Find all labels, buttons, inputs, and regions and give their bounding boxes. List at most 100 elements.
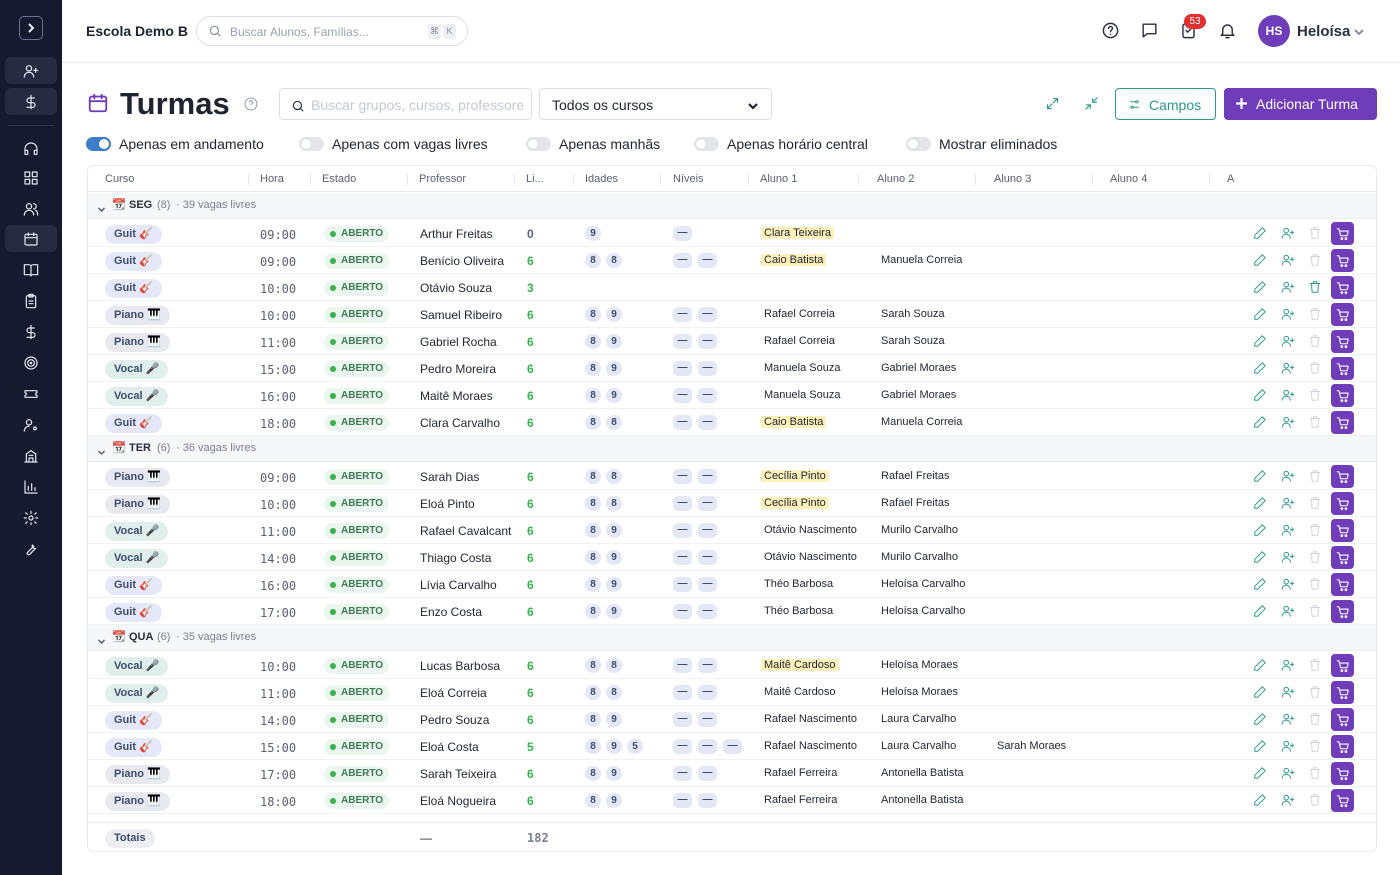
switch[interactable] [526, 137, 551, 151]
add-student-icon[interactable] [1281, 280, 1297, 296]
professor[interactable]: Otávio Souza [420, 281, 493, 295]
table-row[interactable]: Piano 🎹 09:00 ABERTO Sarah Dias 6 8 8 — — Cecília… [88, 463, 1376, 490]
col-niveis[interactable]: Níveis [673, 173, 704, 185]
edit-icon[interactable] [1253, 712, 1269, 728]
avatar[interactable]: HS [1258, 15, 1290, 47]
edit-icon[interactable] [1253, 604, 1269, 620]
add-student-icon[interactable] [1281, 550, 1297, 566]
group-row-ter[interactable]: 📆 TER (6) · 36 vagas livres [88, 436, 1376, 462]
add-student-icon[interactable] [1281, 577, 1297, 593]
professor[interactable]: Eloá Correia [420, 686, 487, 700]
professor[interactable]: Sarah Dias [420, 470, 480, 484]
add-student-icon[interactable] [1281, 793, 1297, 809]
add-student-icon[interactable] [1281, 415, 1297, 431]
student-2[interactable]: Sarah Souza [881, 308, 945, 320]
add-student-icon[interactable] [1281, 307, 1297, 323]
table-row[interactable]: Vocal 🎤 10:00 ABERTO Lucas Barbosa 6 8 8 — — Mait… [88, 652, 1376, 679]
student-1[interactable]: Maitê Cardoso [761, 659, 839, 671]
edit-icon[interactable] [1253, 226, 1269, 242]
trash-icon[interactable] [1308, 604, 1324, 620]
cart-icon[interactable] [1331, 789, 1354, 812]
help-circle-icon[interactable] [243, 96, 259, 112]
col-livres[interactable]: Li... [526, 173, 544, 185]
professor[interactable]: Gabriel Rocha [420, 335, 497, 349]
user-settings-icon[interactable] [5, 411, 57, 438]
student-1[interactable]: Rafael Ferreira [764, 767, 838, 779]
cart-icon[interactable] [1331, 762, 1354, 785]
finance-dollar-icon[interactable] [5, 318, 57, 345]
toggle-in-progress[interactable]: Apenas em andamento [86, 136, 264, 152]
cart-icon[interactable] [1331, 492, 1354, 515]
add-student-icon[interactable] [1281, 388, 1297, 404]
chart-icon[interactable] [5, 473, 57, 500]
trash-icon[interactable] [1308, 712, 1324, 728]
table-row[interactable]: Vocal 🎤 16:00 ABERTO Maitê Moraes 6 8 9 — — Manue… [88, 382, 1376, 409]
col-estado[interactable]: Estado [322, 173, 357, 185]
cart-icon[interactable] [1331, 519, 1354, 542]
student-1[interactable]: Maitê Cardoso [764, 686, 836, 698]
chevron-down-icon[interactable] [1353, 25, 1365, 37]
student-1[interactable]: Otávio Nascimento [764, 524, 857, 536]
add-student-icon[interactable] [1281, 253, 1297, 269]
trash-icon[interactable] [1308, 307, 1324, 323]
trash-icon[interactable] [1308, 280, 1324, 296]
add-student-icon[interactable] [1281, 226, 1297, 242]
calendar-icon[interactable] [5, 225, 57, 252]
student-2[interactable]: Sarah Souza [881, 335, 945, 347]
cart-icon[interactable] [1331, 276, 1354, 299]
cart-icon[interactable] [1331, 708, 1354, 731]
chevron-down-icon[interactable] [97, 201, 106, 219]
col-a[interactable]: A [1227, 173, 1235, 185]
book-icon[interactable] [5, 256, 57, 283]
trash-icon[interactable] [1308, 577, 1324, 593]
student-2[interactable]: Laura Carvalho [881, 713, 957, 725]
cart-icon[interactable] [1331, 330, 1354, 353]
student-2[interactable]: Heloísa Moraes [881, 659, 959, 671]
professor[interactable]: Thiago Costa [420, 551, 492, 565]
student-1[interactable]: Caio Batista [761, 416, 827, 428]
student-2[interactable]: Heloísa Carvalho [881, 605, 966, 617]
add-student-icon[interactable] [1281, 658, 1297, 674]
student-2[interactable]: Antonella Batista [881, 794, 964, 806]
user-name[interactable]: Heloísa [1297, 23, 1351, 40]
trash-icon[interactable] [1308, 253, 1324, 269]
edit-icon[interactable] [1253, 739, 1269, 755]
add-student-icon[interactable] [1281, 334, 1297, 350]
student-2[interactable]: Laura Carvalho [881, 740, 957, 752]
student-1[interactable]: Otávio Nascimento [764, 551, 857, 563]
course-filter-select[interactable]: Todos os cursos [539, 88, 772, 120]
add-student-icon[interactable] [1281, 739, 1297, 755]
edit-icon[interactable] [1253, 550, 1269, 566]
table-row[interactable]: Guit 🎸 14:00 ABERTO Pedro Souza 6 8 9 — — Rafael … [88, 706, 1376, 733]
cart-icon[interactable] [1331, 654, 1354, 677]
student-1[interactable]: Cecília Pinto [761, 470, 829, 482]
table-row[interactable]: Piano 🎹 11:00 ABERTO Gabriel Rocha 6 8 9 — — Rafa… [88, 328, 1376, 355]
col-aluno2[interactable]: Aluno 2 [877, 173, 915, 185]
edit-icon[interactable] [1253, 523, 1269, 539]
trash-icon[interactable] [1308, 739, 1324, 755]
student-1[interactable]: Manuela Souza [764, 362, 841, 374]
table-row[interactable]: Piano 🎹 10:00 ABERTO Eloá Pinto 6 8 8 — — Cecília… [88, 490, 1376, 517]
edit-icon[interactable] [1253, 793, 1269, 809]
switch[interactable] [86, 137, 111, 151]
edit-icon[interactable] [1253, 334, 1269, 350]
edit-icon[interactable] [1253, 280, 1269, 296]
toggle-mornings[interactable]: Apenas manhãs [526, 136, 660, 152]
dollar-icon[interactable] [5, 88, 57, 115]
trash-icon[interactable] [1308, 496, 1324, 512]
trash-icon[interactable] [1308, 793, 1324, 809]
edit-icon[interactable] [1253, 496, 1269, 512]
switch[interactable] [299, 137, 324, 151]
chevron-down-icon[interactable] [97, 444, 106, 462]
wrench-icon[interactable] [5, 535, 57, 562]
ticket-icon[interactable] [5, 380, 57, 407]
table-row[interactable]: Piano 🎹 10:00 ABERTO Samuel Ribeiro 6 8 9 — — Raf… [88, 301, 1376, 328]
student-2[interactable]: Murilo Carvalho [881, 524, 959, 536]
cart-icon[interactable] [1331, 573, 1354, 596]
table-row[interactable]: Guit 🎸 15:00 ABERTO Eloá Costa 5 8 9 5— — — Rafael… [88, 733, 1376, 760]
trash-icon[interactable] [1308, 226, 1324, 242]
add-class-button[interactable]: Adicionar Turma [1224, 88, 1377, 120]
edit-icon[interactable] [1253, 361, 1269, 377]
student-1[interactable]: Théo Barbosa [764, 578, 834, 590]
student-1[interactable]: Rafael Ferreira [764, 794, 838, 806]
